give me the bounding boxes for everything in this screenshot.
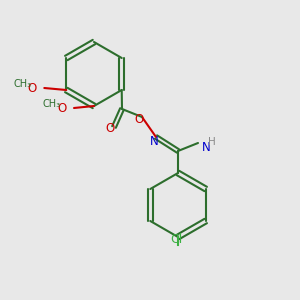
Text: N: N	[150, 135, 158, 148]
Text: O: O	[134, 113, 144, 126]
Text: H: H	[208, 137, 216, 147]
Text: CH₃: CH₃	[43, 99, 61, 109]
Text: CH₃: CH₃	[13, 79, 31, 89]
Text: O: O	[28, 82, 37, 94]
Text: Cl: Cl	[170, 233, 182, 246]
Text: O: O	[105, 122, 115, 135]
Text: O: O	[57, 101, 67, 115]
Text: N: N	[202, 141, 210, 154]
